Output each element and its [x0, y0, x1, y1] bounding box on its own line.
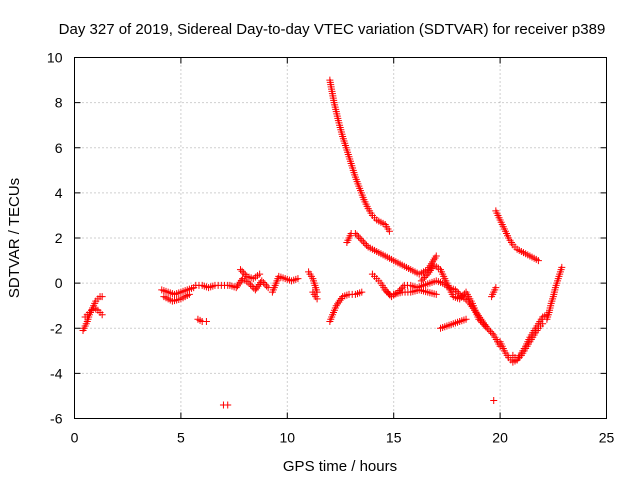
y-axis-label: SDTVAR / TECUs	[6, 178, 23, 298]
y-tick-label: -4	[50, 365, 63, 381]
data-point	[534, 257, 542, 265]
data-point	[432, 290, 440, 298]
data-point-fill	[361, 240, 369, 248]
data-point-fill	[422, 272, 430, 280]
data-points	[79, 76, 566, 409]
data-point-fill	[335, 298, 343, 306]
data-point-fill	[428, 265, 436, 273]
data-point	[98, 293, 106, 301]
data-point	[558, 263, 566, 271]
data-point	[202, 317, 210, 325]
data-point-fill	[336, 296, 344, 304]
data-point-fill	[421, 273, 429, 281]
data-point-fill	[261, 280, 269, 288]
y-tick-label: 2	[55, 230, 63, 246]
x-tick-labels: 0 5 10 15 20 25	[71, 430, 615, 446]
data-point-fill	[353, 231, 361, 239]
data-point	[481, 322, 489, 330]
data-point-fill	[426, 266, 434, 274]
data-point	[351, 229, 359, 237]
data-point-fill	[459, 292, 467, 300]
data-point	[313, 295, 321, 303]
data-point-fill	[453, 288, 461, 296]
data-point-fill	[419, 275, 427, 283]
data-point	[294, 275, 302, 283]
data-point	[358, 288, 366, 296]
y-tick-label: -6	[50, 411, 63, 427]
grid-lines	[74, 57, 607, 419]
x-tick-label: 5	[177, 430, 185, 446]
data-point-fill	[476, 317, 484, 325]
y-tick-label: 8	[55, 95, 63, 111]
data-point-fill	[253, 284, 261, 292]
data-point	[256, 270, 264, 278]
data-point-fill	[235, 280, 243, 288]
y-tick-label: 0	[55, 275, 63, 291]
data-point-fill	[488, 329, 496, 337]
data-point	[245, 279, 253, 287]
data-point	[185, 290, 193, 298]
data-point-fill	[460, 290, 468, 298]
data-point-fill	[457, 293, 465, 301]
data-point	[381, 286, 389, 294]
data-point	[98, 311, 106, 319]
data-point	[492, 284, 500, 292]
y-tick-label: -2	[50, 320, 63, 336]
data-point	[236, 266, 244, 274]
data-point-fill	[238, 267, 246, 275]
x-tick-label: 20	[492, 430, 508, 446]
data-point-fill	[355, 233, 363, 241]
x-tick-label: 15	[386, 430, 402, 446]
data-point	[258, 277, 266, 285]
data-point-fill	[236, 278, 244, 286]
y-tick-labels: -6 -4 -2 0 2 4 6 8 10	[47, 50, 63, 427]
data-point	[385, 227, 393, 235]
axis-ticks	[74, 57, 607, 419]
data-point-fill	[234, 282, 242, 290]
x-axis-label: GPS time / hours	[283, 458, 397, 475]
data-point	[417, 277, 425, 285]
data-point-fill	[263, 282, 271, 290]
data-point-fill	[397, 285, 405, 293]
data-point	[456, 295, 464, 303]
y-tick-label: 10	[47, 50, 63, 66]
data-point-fill	[240, 269, 248, 277]
data-point-fill	[480, 320, 488, 328]
data-point	[251, 286, 259, 294]
data-point-fill	[478, 319, 486, 327]
data-point	[462, 315, 470, 323]
data-point	[424, 270, 432, 278]
data-point-fill	[356, 235, 364, 243]
data-point	[232, 284, 240, 292]
data-point-fill	[399, 283, 407, 291]
data-point	[490, 396, 498, 404]
data-point	[332, 302, 340, 310]
data-point-fill	[384, 289, 392, 297]
data-point-fill	[241, 271, 249, 279]
y-tick-label: 4	[55, 185, 63, 201]
data-point-fill	[363, 241, 371, 249]
x-tick-label: 25	[599, 430, 615, 446]
x-tick-label: 0	[71, 430, 79, 446]
data-point-fill	[247, 281, 255, 289]
data-point-fill	[487, 328, 495, 336]
data-point	[358, 236, 366, 244]
x-tick-label: 10	[280, 430, 296, 446]
data-point-fill	[425, 268, 433, 276]
y-tick-label: 6	[55, 140, 63, 156]
data-point	[264, 284, 272, 292]
data-point-fill	[254, 282, 262, 290]
data-point-fill	[259, 279, 267, 287]
data-point-fill	[455, 289, 463, 297]
chart-title: Day 327 of 2019, Sidereal Day-to-day VTE…	[59, 21, 606, 38]
data-point	[475, 315, 483, 323]
data-point	[432, 252, 440, 260]
data-point-fill	[383, 288, 391, 296]
data-point	[224, 401, 232, 409]
data-point-fill	[485, 326, 493, 334]
data-point-fill	[334, 300, 342, 308]
data-point-fill	[359, 238, 367, 246]
